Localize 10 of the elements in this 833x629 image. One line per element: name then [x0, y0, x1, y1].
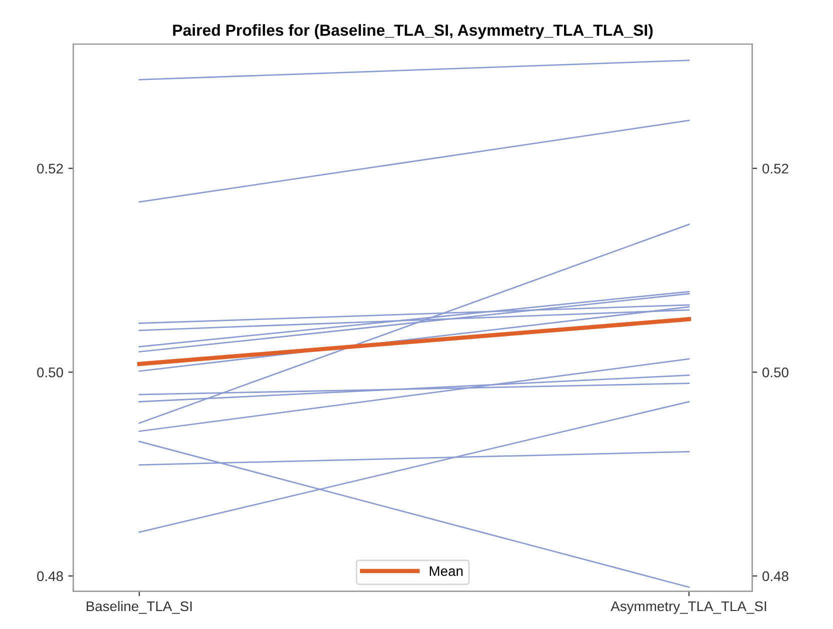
y-tick-label: 0.50: [37, 368, 64, 378]
legend-label: Mean: [430, 566, 463, 576]
y2-tick-label: 0.50: [762, 368, 788, 378]
x-tick-label: Asymmetry_TLA_TLA_SI: [610, 601, 766, 614]
y-tick-label: 0.52: [37, 164, 63, 174]
y-tick-label: 0.48: [37, 571, 63, 582]
chart-title: Paired Profiles for (Baseline_TLA_SI, Asymmetry_TLA_TLA_SI): [173, 24, 653, 40]
y2-tick-label: 0.52: [762, 164, 788, 174]
x-tick-label: Baseline_TLA_SI: [86, 600, 192, 614]
y2-tick-label: 0.48: [762, 571, 788, 582]
